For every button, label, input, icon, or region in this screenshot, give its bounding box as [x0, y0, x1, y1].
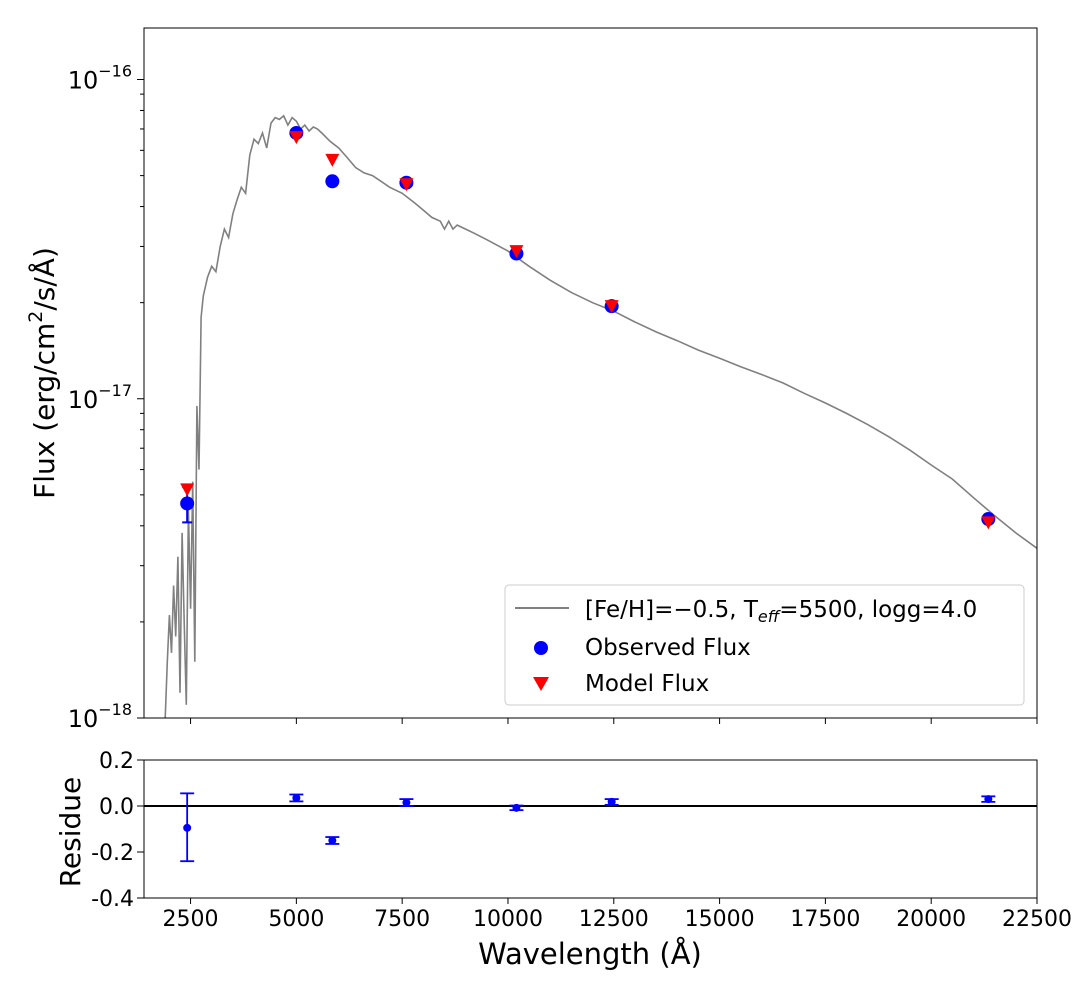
model-flux-point [399, 178, 414, 192]
flux-ylabel-post: /s/Å) [27, 247, 61, 311]
legend-observed-label: Observed Flux [585, 635, 751, 661]
legend-spectrum-sub: eff [758, 607, 782, 626]
model-flux-point [180, 483, 195, 497]
residue-y-tick-label: 0.0 [99, 795, 134, 820]
flux-y-tick-exp: −16 [98, 62, 132, 81]
model-flux-point [325, 153, 340, 167]
residue-ylabel: Residue [54, 777, 87, 888]
residue-markers [180, 792, 996, 863]
residue-panel: 2500 5000 7500 10000 12500 15000 17500 20000 225… [54, 749, 1072, 971]
x-tick-label: 7500 [374, 907, 430, 932]
residue-y-tick-label: -0.4 [91, 887, 134, 912]
residue-axis-ticks: 2500 5000 7500 10000 12500 15000 17500 20000 225… [91, 749, 1072, 932]
flux-markers [180, 125, 996, 530]
flux-ylabel-sup: 2 [25, 311, 47, 323]
x-tick-label: 10000 [473, 907, 543, 932]
residue-point [183, 823, 192, 832]
residue-point [607, 797, 616, 806]
x-tick-label: 5000 [268, 907, 324, 932]
legend-model-spectrum-label: [Fe/H]=−0.5, Teff=5500, logg=4.0 [585, 597, 977, 626]
legend-model-flux-label: Model Flux [585, 671, 709, 697]
flux-y-tick-base: 10 [68, 386, 99, 414]
residue-point [984, 795, 993, 804]
residue-point [512, 803, 521, 812]
x-tick-label: 12500 [579, 907, 649, 932]
flux-y-tick-base: 10 [68, 67, 99, 95]
wavelength-xlabel: Wavelength (Å) [478, 937, 702, 971]
legend-spectrum-pre: [Fe/H]=−0.5, T [585, 597, 759, 623]
legend-model-flux-swatch [533, 677, 549, 691]
observed-flux-point [325, 174, 340, 189]
model-spectrum-line [164, 114, 1037, 718]
residue-y-tick-label: -0.2 [91, 841, 134, 866]
legend-spectrum-post: =5500, logg=4.0 [779, 597, 977, 623]
x-tick-label: 20000 [896, 907, 966, 932]
flux-y-tick-label: 10−17 [68, 381, 132, 414]
legend-observed-swatch [534, 641, 548, 655]
residue-y-tick-label: 0.2 [99, 749, 134, 774]
flux-y-tick-label: 10−16 [68, 62, 132, 95]
observed-flux-point [180, 496, 195, 511]
model-flux-point [604, 300, 619, 314]
model-flux-point [981, 516, 996, 530]
x-tick-label: 22500 [1002, 907, 1072, 932]
x-tick-label: 15000 [685, 907, 755, 932]
residue-plot-frame [143, 759, 1038, 899]
flux-ylabel-pre: Flux (erg/cm [28, 323, 61, 499]
flux-y-tick-label: 10−18 [68, 700, 132, 733]
legend: [Fe/H]=−0.5, Teff=5500, logg=4.0 Observe… [504, 584, 1025, 706]
residue-plot-area [144, 760, 1037, 898]
flux-ylabel: Flux (erg/cm2/s/Å) [25, 247, 61, 499]
model-flux-point [289, 131, 304, 145]
x-tick-label: 17500 [790, 907, 860, 932]
flux-plot-frame [143, 27, 1038, 719]
x-tick-label: 2500 [163, 907, 219, 932]
model-flux-point [509, 245, 524, 259]
residue-point [292, 793, 301, 802]
legend-box [504, 584, 1025, 706]
flux-y-tick-exp: −17 [98, 381, 132, 400]
residue-point [402, 798, 411, 807]
flux-y-tick-base: 10 [68, 705, 99, 733]
residue-point [328, 836, 337, 845]
flux-y-tick-exp: −18 [98, 700, 132, 719]
